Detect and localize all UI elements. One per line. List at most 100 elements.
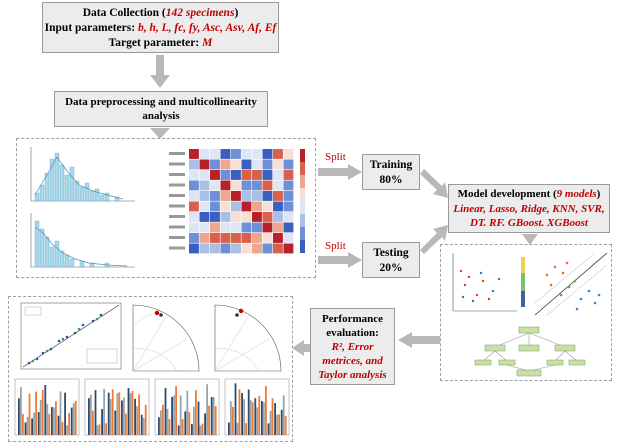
bar-mark [142,417,145,435]
heatmap-cell [273,170,283,180]
split-label-bottom: Split [325,240,346,252]
heatmap-cell [252,233,262,243]
heatmap-cell [220,170,231,180]
heatmap-cell [252,201,262,212]
heatmap-cell [231,212,241,222]
data-collection-title: Data Collection (142 specimens) [82,7,239,19]
bar-mark [212,397,215,435]
bar-mark [263,402,265,435]
bar-mark [26,416,29,435]
heatmap-cell [262,201,273,212]
heatmap-row-label-mark [169,194,185,197]
bar-mark [256,407,259,435]
heatmap-colorbar-segment [300,188,305,201]
bar-mark [234,383,237,435]
bar-mark [48,413,51,435]
testing-box: Testing 20% [362,242,420,278]
bar-mark [66,425,68,435]
bar-mark [197,401,200,435]
heatmap-cell [220,222,231,233]
bar-mark [51,407,53,435]
heatmap-row-label-mark [169,246,185,250]
bar-mark [284,415,287,435]
heatmap-cell [283,243,294,254]
bar-mark [267,423,270,435]
models-panel [440,244,612,381]
heatmap-cell [189,159,199,170]
bar-mark [98,424,101,435]
heatmap-cell [283,233,294,243]
parity-plot-icon [20,302,122,370]
bar-mark [33,412,35,435]
arrow-split-bottom [318,252,362,268]
bar-mark [173,395,175,435]
heatmap-cell [210,180,220,191]
model-development-box: Model development (9 models) Linear, Las… [448,184,610,233]
heatmap-cell [189,180,199,191]
heatmap-cell [189,233,199,243]
model-list-1: Linear, Lasso, Ridge, KNN, SVR, [453,202,605,215]
bar-mark [199,425,202,435]
heatmap-cell [189,212,199,222]
bar-mark [208,405,210,435]
heatmap-cell [283,212,294,222]
preprocessing-line2: analysis [142,110,180,122]
heatmap-cell [283,180,294,191]
bar-mark [123,397,125,435]
heatmap-colorbar-segment [300,227,305,240]
bar-mark [136,406,138,435]
bar-mark [247,389,250,435]
bar-mark [74,400,77,435]
bar-mark [127,388,130,435]
bar-mark [31,418,33,435]
heatmap-cell [273,212,283,222]
bar-mark [121,400,123,435]
heatmap-cell [199,170,210,180]
bar-mark [274,403,276,435]
training-label: Training [369,159,413,171]
arrow-model-down [522,234,538,245]
heatmap-cell [220,233,231,243]
heatmap-cell [210,159,220,170]
heatmap-cell [252,149,262,159]
preprocessing-box: Data preprocessing and multicollinearity… [54,91,268,127]
bar-mark [238,389,241,435]
bar-mark [68,413,70,435]
heatmap-cell [241,180,252,191]
bar-mark [129,393,132,435]
heatmap-cell [210,243,220,254]
bar-mark [41,389,44,435]
arrow-to-evaluation-panel [292,340,310,356]
heatmap-cell [262,159,273,170]
bar-mark [236,422,239,435]
heatmap-row-label-mark [169,173,185,176]
heatmap-row-label-mark [169,162,185,166]
bar-mark [164,388,167,435]
bar-mark [114,410,117,435]
heatmap-cell [252,191,262,201]
evaluation-panel [8,296,293,442]
bar-mark [131,391,134,435]
data-analysis-panel [16,138,316,278]
bar-mark [18,398,20,435]
bar-mark [204,413,206,435]
heatmap-cell [189,149,199,159]
bar-mark [105,423,107,435]
heatmap-cell [273,191,283,201]
bar-mark [109,398,112,435]
bar-mark [96,425,99,435]
input-parameters: Input parameters: b, h, L, fc, fy, Asc, … [44,22,277,34]
heatmap-cell [199,222,210,233]
heatmap-cell [189,201,199,212]
bar-mark [118,392,121,435]
bar-mark [251,402,254,435]
bar-mark [232,406,234,435]
heatmap-cell [199,201,210,212]
decision-tree-icon [474,326,586,377]
bar-mark [24,422,27,435]
heatmap-cell [220,159,231,170]
training-percent: 80% [379,174,403,186]
bar-mark [134,398,136,435]
performance-line3: R², Error [331,341,374,353]
heatmap-cell [252,180,262,191]
